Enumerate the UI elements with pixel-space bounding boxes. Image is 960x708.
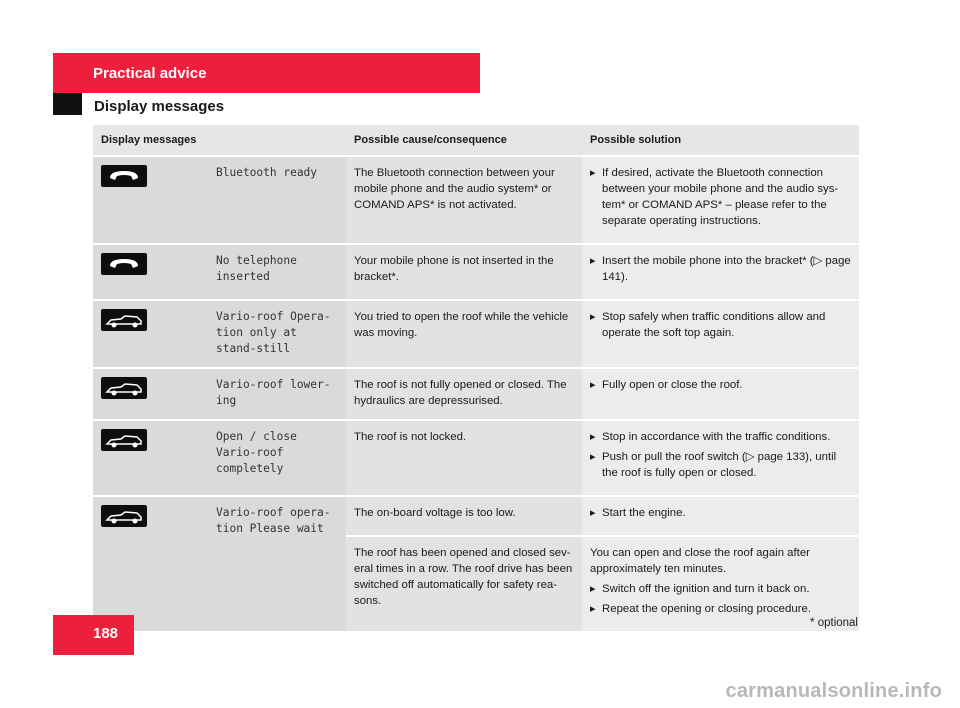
solution-step: Push or pull the roof switch (▷ page 133… [590, 449, 851, 481]
icon-cell [93, 497, 208, 633]
table-row: The roof has been opened and closed sev-… [93, 537, 860, 633]
solution-intro: You can open and close the roof again af… [590, 547, 810, 575]
message-text: Vario-roof opera-tion Please wait [208, 497, 347, 633]
icon-cell [93, 369, 208, 421]
telephone-handset-icon [101, 253, 147, 275]
solution-step: If desired, activate the Bluetooth conne… [590, 165, 851, 229]
header-solution: Possible solution [582, 125, 860, 157]
solution-cell: If desired, activate the Bluetooth conne… [582, 157, 860, 245]
subsection-title: Display messages [94, 98, 225, 115]
table-row: Vario-roof opera-tion Please wait The on… [93, 497, 860, 633]
cause-text: The roof has been opened and closed sev-… [346, 537, 583, 633]
table-row: Vario-roof Opera-tion only at stand-stil… [93, 301, 860, 369]
convertible-car-icon [101, 377, 147, 399]
header-display-messages: Display messages [93, 125, 347, 157]
solution-step: Insert the mobile phone into the bracket… [590, 253, 851, 285]
icon-cell [93, 245, 208, 301]
solution-step: Switch off the ignition and turn it back… [590, 581, 851, 597]
solution-step: Start the engine. [590, 505, 851, 521]
cause-text: The Bluetooth connection between your mo… [346, 157, 583, 245]
convertible-car-icon [101, 429, 147, 451]
icon-cell [93, 157, 208, 245]
table-row: Bluetooth ready The Bluetooth connection… [93, 157, 860, 245]
message-text-highlighted: Open / close Vario-roof completely [208, 421, 347, 497]
message-text: No telephone inserted [208, 245, 347, 301]
solution-cell: Stop safely when traffic conditions allo… [582, 301, 860, 369]
message-text: Vario-roof Opera-tion only at stand-stil… [208, 301, 347, 369]
table-row: No telephone inserted Your mobile phone … [93, 245, 860, 301]
solution-step: Fully open or close the roof. [590, 377, 851, 393]
solution-step: Stop safely when traffic conditions allo… [590, 309, 851, 341]
solution-cell: Stop in accordance with the traffic cond… [582, 421, 860, 497]
cause-text: The roof is not fully opened or closed. … [346, 369, 583, 421]
solution-step: Repeat the opening or closing procedure. [590, 601, 851, 617]
table-header-row: Display messages Possible cause/conseque… [93, 125, 860, 157]
solution-cell: You can open and close the roof again af… [582, 537, 860, 633]
watermark: carmanualsonline.info [725, 680, 942, 702]
solution-cell: Start the engine. [582, 497, 860, 537]
message-text: Bluetooth ready [208, 157, 347, 245]
cause-text: You tried to open the roof while the veh… [346, 301, 583, 369]
icon-cell [93, 421, 208, 497]
convertible-car-icon [101, 309, 147, 331]
cause-text: The roof is not locked. [346, 421, 583, 497]
footnote: * optional [810, 617, 858, 629]
section-title: Practical advice [93, 65, 207, 82]
page-number: 188 [93, 625, 119, 642]
table-row: Vario-roof lower-ing The roof is not ful… [93, 369, 860, 421]
cause-text: Your mobile phone is not inserted in the… [346, 245, 583, 301]
telephone-handset-icon [101, 165, 147, 187]
message-text-part: Vario-roof completely [216, 446, 284, 475]
cause-text: The on-board voltage is too low. [346, 497, 583, 537]
display-messages-table: Display messages Possible cause/conseque… [93, 125, 860, 633]
solution-cell: Fully open or close the roof. [582, 369, 860, 421]
message-text-part: Open / close [216, 430, 297, 443]
section-header-tab: Practical advice [53, 53, 480, 93]
convertible-car-icon [101, 505, 147, 527]
header-cause: Possible cause/consequence [346, 125, 583, 157]
table-row: Open / close Vario-roof completely The r… [93, 421, 860, 497]
solution-cell: Insert the mobile phone into the bracket… [582, 245, 860, 301]
icon-cell [93, 301, 208, 369]
message-text: Vario-roof lower-ing [208, 369, 347, 421]
solution-step: Stop in accordance with the traffic cond… [590, 429, 851, 445]
subsection-marker [53, 93, 82, 115]
page-number-tab: 188 [53, 615, 134, 655]
